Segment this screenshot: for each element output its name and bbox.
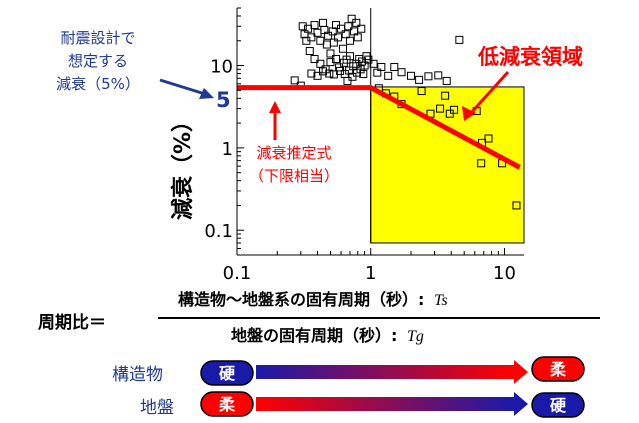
limit-line-label-line1: 減衰推定式 [256,144,331,162]
legend-arrow-structure [256,365,514,379]
data-point [310,21,319,30]
data-point [417,87,426,96]
design-damping-note-line1: 耐震設計で [60,29,135,47]
badge-soft [531,356,585,382]
legend-label-structure: 構造物 [112,365,163,385]
badge-stiff [531,392,585,418]
data-point [355,55,364,64]
data-point [397,68,406,77]
data-point [310,55,319,64]
data-point [450,105,459,114]
numerator-text: 構造物～地盤系の固有周期（秒）: [178,290,424,309]
badge-stiff [200,360,254,386]
denominator-variable: Tg [407,328,424,345]
legend-label-ground: 地盤 [140,398,174,418]
data-point [329,38,338,47]
data-point [390,63,399,72]
data-point [377,63,386,72]
data-point [319,18,328,27]
data-point [455,35,464,44]
data-point [441,91,450,100]
arrow-head-icon [269,101,281,113]
data-point [305,47,314,56]
data-point [347,14,356,23]
data-point [436,104,445,113]
data-point [424,72,433,81]
badge-soft-text: 柔 [549,360,567,379]
data-point [373,68,382,77]
badge-stiff-text: 硬 [219,364,236,383]
data-point [415,75,424,84]
data-point [352,59,361,68]
data-point [384,71,393,80]
y-tick-label: 1 [222,139,233,160]
arrow-head-icon [514,392,528,416]
data-point [313,71,322,80]
design-damping-note-line2: 想定する [68,52,128,70]
data-point [325,69,334,78]
y-tick-label: 10 [210,57,233,78]
data-point [316,59,325,68]
numerator-variable: Ts [434,292,448,309]
badge-soft [200,391,254,417]
data-point [353,33,362,42]
period-ratio-denominator: 地盤の固有周期（秒）: Tg [231,326,424,345]
data-point [338,44,347,53]
design-damping-note-line3: 減衰（5%） [56,75,140,93]
y-tick-label: 0.1 [204,221,233,242]
plot-area: 0.1 1 10 0.1 1 10 [204,7,525,284]
arrow-head-icon [462,106,476,121]
x-tick-label: 10 [493,263,516,284]
axis-ticks: 0.1 1 10 0.1 1 10 [204,7,516,284]
data-point [316,36,325,45]
legend-arrow-ground [256,397,514,411]
period-ratio-label: 周期比＝ [38,312,106,333]
data-point [434,71,443,80]
data-point [332,55,341,64]
low-damping-region-label: 低減衰領域 [477,45,583,69]
data-point [352,18,361,27]
data-point [357,57,366,66]
data-point [364,55,373,64]
arrow-head-icon [199,88,214,99]
data-point [477,159,486,168]
badge-soft-text: 柔 [218,395,236,414]
data-point [298,22,307,31]
data-point [348,72,357,81]
damping-estimate-line [237,85,521,170]
data-point [346,36,355,45]
denominator-text: 地盤の固有周期（秒）: [231,326,397,345]
data-point [369,59,378,68]
arrow-head-icon [514,360,528,384]
data-point [334,33,343,42]
data-point [359,69,368,78]
region-label-arrow [468,70,510,116]
x-tick-label: 1 [365,263,376,284]
data-point [319,67,328,76]
data-point [326,49,335,58]
data-point [307,33,316,42]
data-point [512,201,521,210]
data-point [357,24,366,33]
x-tick-label: 0.1 [223,263,252,284]
stiffness-legend: 構造物 硬 柔 地盤 柔 硬 [112,356,585,418]
data-point [356,65,365,74]
badge-stiff-text: 硬 [550,396,567,415]
data-point [341,30,350,39]
period-ratio-numerator: 構造物～地盤系の固有周期（秒）: Ts [178,290,448,309]
data-point [307,69,316,78]
data-point [406,71,415,80]
data-point [484,134,493,143]
data-point [346,52,355,61]
data-point [442,76,451,85]
y-axis-label: 減衰（%） [170,110,196,220]
data-point [290,76,299,85]
limit-line-label-line2: （下限相当） [249,167,339,185]
data-point [324,31,333,40]
data-point [343,76,352,85]
design-damping-value: 5 [216,88,231,112]
data-point [322,40,331,49]
design-damping-arrow [159,78,206,96]
